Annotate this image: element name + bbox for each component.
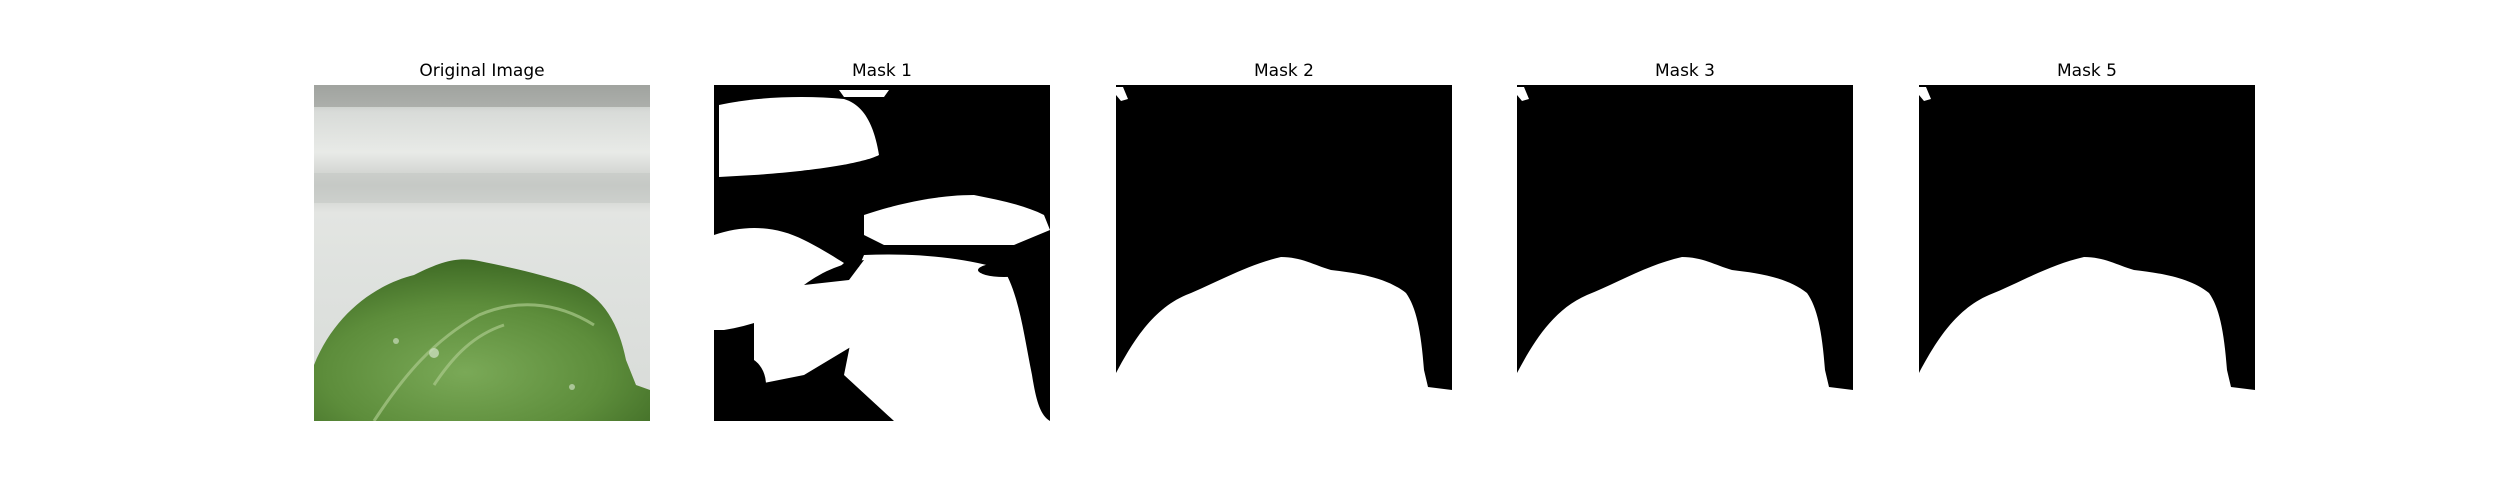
panel-title-mask-3: Mask 3: [1654, 61, 1715, 81]
mask-3-image: [1517, 85, 1853, 421]
mask-1-image: [714, 85, 1050, 421]
mask-5-graphic: [1919, 85, 2255, 421]
mask-5-image: [1919, 85, 2255, 421]
mask-3-graphic: [1517, 85, 1853, 421]
mask-1-graphic: [714, 85, 1050, 421]
panel-title-mask-2: Mask 2: [1253, 61, 1314, 81]
panel-title-mask-5: Mask 5: [2056, 61, 2117, 81]
mask-2-image: [1116, 85, 1452, 421]
mask-2-graphic: [1116, 85, 1452, 421]
panel-title-mask-1: Mask 1: [851, 61, 912, 81]
original-photo-graphic: [314, 85, 650, 421]
panel-title-original: Original Image: [419, 61, 545, 81]
original-image: [314, 85, 650, 421]
